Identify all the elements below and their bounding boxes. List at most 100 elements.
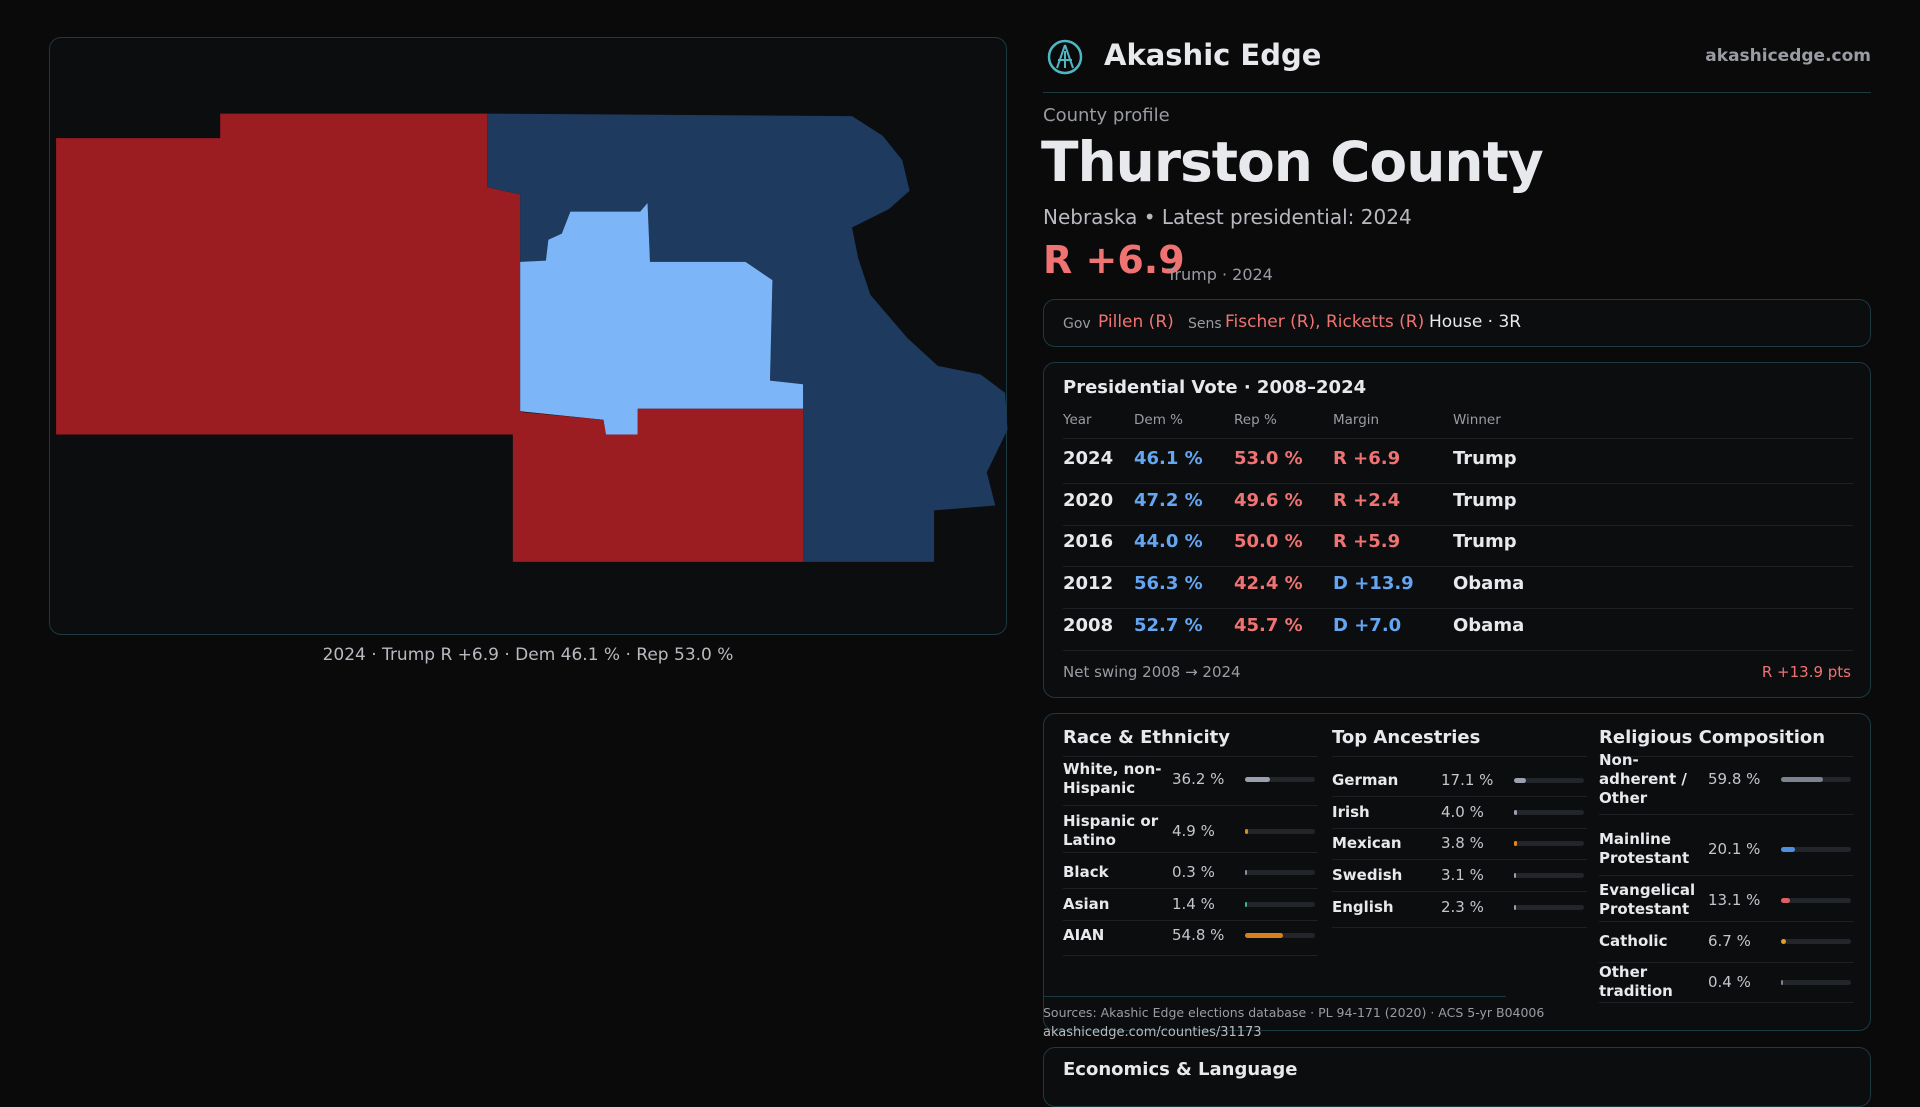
row-divider	[1063, 851, 1318, 853]
bar-track	[1245, 870, 1315, 875]
bar-track	[1245, 829, 1315, 834]
url[interactable]: akashicedge.com/counties/31173	[1043, 1025, 1262, 1040]
row-value: 0.3 %	[1172, 863, 1215, 881]
row-divider	[1332, 927, 1587, 928]
bar-track	[1514, 841, 1584, 846]
bar	[1781, 777, 1823, 782]
table-cell: 44.0 %	[1134, 531, 1203, 553]
table-cell: Obama	[1453, 573, 1525, 595]
section-title: Top Ancestries	[1332, 727, 1481, 748]
bar	[1781, 847, 1796, 852]
precinct	[487, 113, 1008, 562]
bar-track	[1245, 902, 1315, 907]
table-cell: R +6.9	[1333, 448, 1401, 469]
county-map	[56, 113, 1008, 562]
table-cell: 56.3 %	[1134, 573, 1203, 595]
row-divider	[1599, 756, 1854, 757]
bar-track	[1781, 777, 1851, 782]
row-label: Irish	[1332, 802, 1370, 821]
row-label: Asian	[1063, 894, 1110, 913]
house: House · 3R	[1429, 312, 1522, 332]
row-value: 20.1 %	[1708, 840, 1761, 858]
bar-track	[1781, 847, 1851, 852]
kicker: County profile	[1043, 105, 1170, 126]
next-panel: Economics & Language	[1043, 1047, 1871, 1107]
table-cell: 2024	[1063, 448, 1114, 469]
row-value: 2.3 %	[1441, 898, 1484, 916]
row-divider	[1599, 814, 1854, 815]
row-value: 36.2 %	[1172, 770, 1225, 788]
column-header: Dem %	[1134, 412, 1183, 428]
row-divider	[1063, 756, 1318, 757]
senators: Fischer (R), Ricketts (R)	[1225, 312, 1425, 332]
label: Sens	[1188, 316, 1222, 332]
row-divider	[1063, 919, 1318, 921]
brand: Akashic Edge	[1104, 38, 1322, 72]
table-cell: 2016	[1063, 531, 1114, 553]
column-header: Rep %	[1234, 412, 1277, 428]
row-value: 13.1 %	[1708, 891, 1761, 909]
row-value: 3.1 %	[1441, 866, 1484, 884]
row-value: 54.8 %	[1172, 926, 1225, 944]
row-value: 6.7 %	[1708, 932, 1751, 950]
demographics-panel: Race & Ethnicity White, non-Hispanic 36.2 …	[1043, 713, 1871, 1031]
row-divider	[1599, 874, 1854, 876]
row-divider	[1063, 566, 1853, 568]
bar-track	[1514, 778, 1584, 783]
bar	[1245, 829, 1249, 834]
bar	[1514, 873, 1517, 878]
bar	[1781, 939, 1786, 944]
row-label: English	[1332, 897, 1394, 916]
row-value: 59.8 %	[1708, 770, 1761, 788]
swing-label: Net swing 2008 → 2024	[1063, 663, 1241, 681]
row-value: 0.4 %	[1708, 973, 1751, 991]
row-label: German	[1332, 770, 1399, 789]
bar-track	[1781, 939, 1851, 944]
bar-track	[1245, 777, 1315, 782]
bar-track	[1781, 980, 1851, 985]
site-link[interactable]: akashicedge.com	[1705, 46, 1871, 66]
bar	[1514, 841, 1517, 846]
table-cell: R +5.9	[1333, 531, 1401, 553]
precinct	[520, 203, 804, 435]
table-cell: 52.7 %	[1134, 614, 1203, 636]
divider	[1043, 92, 1871, 93]
row-label: Non-adherent / Other	[1599, 750, 1687, 807]
row-label: Mexican	[1332, 833, 1402, 852]
section-title: Religious Composition	[1599, 727, 1826, 748]
row-label: Swedish	[1332, 865, 1403, 884]
table-cell: 2008	[1063, 614, 1114, 636]
row-label: AIAN	[1063, 925, 1105, 944]
panel-title: Economics & Language	[1063, 1059, 1298, 1080]
bar-track	[1514, 905, 1584, 910]
column-header: Year	[1063, 412, 1092, 428]
table-cell: 47.2 %	[1134, 489, 1203, 511]
row-value: 4.9 %	[1172, 822, 1215, 840]
bar	[1781, 980, 1783, 985]
row-value: 17.1 %	[1441, 771, 1494, 789]
sources: Sources: Akashic Edge elections database…	[1043, 1005, 1545, 1020]
bar-track	[1514, 873, 1584, 878]
row-divider	[1599, 961, 1854, 963]
row-divider	[1063, 483, 1853, 484]
table-cell: Trump	[1453, 531, 1517, 553]
row-divider	[1332, 891, 1587, 892]
row-label: Hispanic or Latino	[1063, 812, 1159, 849]
officials: Gov Pillen (R) Sens Fischer (R), Rickett…	[1043, 299, 1871, 347]
margin-note: Trump · 2024	[1167, 265, 1273, 284]
swing-value: R +13.9 pts	[1761, 663, 1851, 681]
row-label: White, non-Hispanic	[1063, 760, 1162, 797]
table-cell: Trump	[1453, 448, 1517, 469]
row-divider	[1332, 827, 1587, 829]
row-divider	[1063, 608, 1853, 610]
bar	[1781, 898, 1791, 903]
table-cell: 2012	[1063, 573, 1114, 595]
column-header: Margin	[1333, 412, 1380, 428]
bar-track	[1245, 933, 1315, 938]
row-divider	[1332, 859, 1587, 860]
vote-panel: Presidential Vote · 2008–2024 Net swing …	[1043, 362, 1871, 698]
logo	[1047, 39, 1083, 75]
governor: Pillen (R)	[1098, 312, 1174, 332]
bar	[1245, 870, 1247, 875]
table-cell: D +13.9	[1333, 573, 1414, 595]
